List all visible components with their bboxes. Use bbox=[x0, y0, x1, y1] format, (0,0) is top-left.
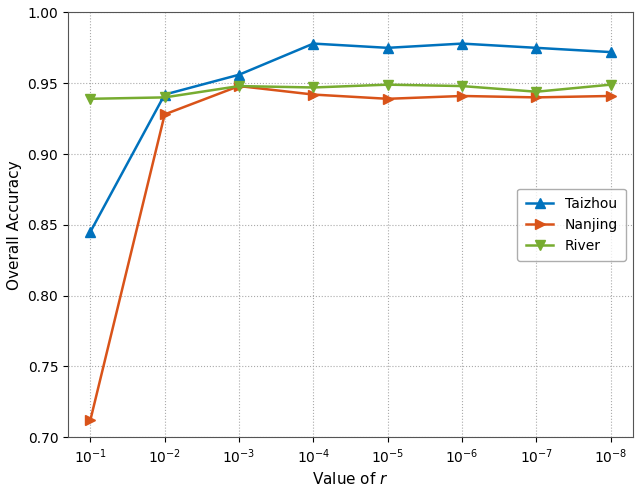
X-axis label: Value of $r$: Value of $r$ bbox=[312, 471, 388, 487]
Nanjing bbox=[607, 93, 614, 99]
River bbox=[161, 94, 168, 100]
River bbox=[607, 82, 614, 87]
Line: River: River bbox=[86, 80, 616, 104]
River bbox=[310, 84, 317, 90]
River bbox=[86, 96, 94, 102]
Line: Nanjing: Nanjing bbox=[86, 81, 616, 425]
Taizhou bbox=[235, 72, 243, 78]
Taizhou bbox=[310, 41, 317, 46]
Nanjing bbox=[310, 91, 317, 97]
River bbox=[532, 89, 540, 95]
Nanjing bbox=[532, 94, 540, 100]
River bbox=[458, 83, 466, 89]
Taizhou bbox=[607, 49, 614, 55]
Taizhou bbox=[161, 91, 168, 97]
Nanjing bbox=[86, 417, 94, 423]
Legend: Taizhou, Nanjing, River: Taizhou, Nanjing, River bbox=[517, 189, 626, 261]
Taizhou bbox=[458, 41, 466, 46]
Taizhou bbox=[532, 45, 540, 51]
River bbox=[384, 82, 392, 87]
Y-axis label: Overall Accuracy: Overall Accuracy bbox=[7, 160, 22, 289]
River bbox=[235, 83, 243, 89]
Nanjing bbox=[458, 93, 466, 99]
Nanjing bbox=[161, 112, 168, 118]
Nanjing bbox=[384, 96, 392, 102]
Nanjing bbox=[235, 83, 243, 89]
Taizhou bbox=[384, 45, 392, 51]
Line: Taizhou: Taizhou bbox=[86, 39, 616, 237]
Taizhou bbox=[86, 229, 94, 235]
